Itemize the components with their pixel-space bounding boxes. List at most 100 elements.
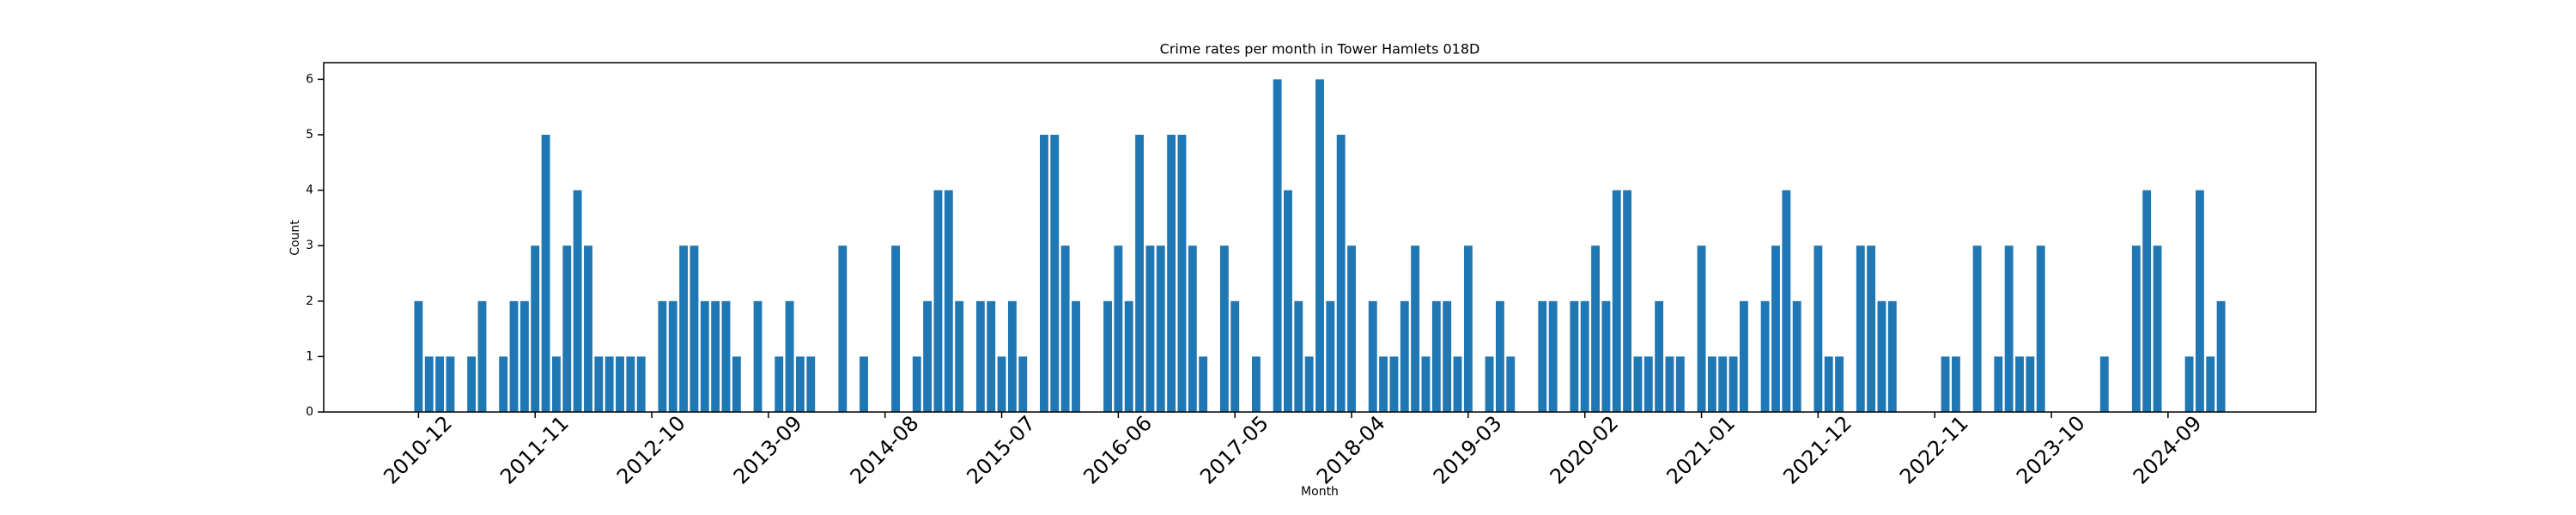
bar	[1379, 356, 1388, 412]
bar	[477, 300, 487, 412]
bar	[1591, 245, 1600, 412]
bar	[2195, 190, 2204, 413]
bar	[2099, 356, 2109, 412]
x-tick-label: 2020-02	[1546, 411, 1624, 489]
bar	[1304, 356, 1314, 412]
x-tick-label: 2019-03	[1429, 411, 1507, 489]
y-axis-label: Count	[289, 220, 302, 256]
bar	[1124, 300, 1133, 412]
bar	[690, 245, 699, 412]
bar	[1675, 356, 1685, 412]
bar	[795, 356, 805, 412]
y-tick-label: 6	[306, 72, 313, 86]
bar	[1315, 79, 1324, 412]
bar	[467, 356, 477, 412]
bar	[1972, 245, 1982, 412]
bar	[1506, 356, 1516, 412]
y-tick-label: 3	[306, 239, 313, 252]
bar	[2206, 356, 2215, 412]
bar	[1177, 134, 1187, 412]
bar	[1718, 356, 1728, 412]
bar	[891, 245, 901, 412]
bar	[955, 300, 964, 412]
bar	[1856, 245, 1865, 412]
bar	[1273, 79, 1282, 412]
bar	[1347, 245, 1356, 412]
bar	[775, 356, 784, 412]
bar	[1782, 190, 1791, 413]
bar	[1601, 300, 1611, 412]
bar	[1114, 245, 1123, 412]
bar	[912, 356, 921, 412]
bar	[1326, 300, 1335, 412]
bar	[1219, 245, 1229, 412]
bar	[562, 245, 572, 412]
bar	[2015, 356, 2024, 412]
bar	[1389, 356, 1399, 412]
bar	[860, 356, 868, 412]
bar	[616, 356, 624, 412]
x-tick-label: 2022-11	[1895, 411, 1973, 489]
bar	[1538, 300, 1547, 412]
bar	[1453, 356, 1462, 412]
bar	[1760, 300, 1770, 412]
bar	[435, 356, 445, 412]
bar	[1040, 134, 1048, 412]
x-tick-label: 2010-12	[379, 411, 457, 489]
y-tick-label: 2	[306, 294, 313, 308]
bar	[1368, 300, 1377, 412]
bar	[1655, 300, 1664, 412]
bar	[1188, 245, 1197, 412]
bar	[1060, 245, 1070, 412]
bar	[1633, 356, 1643, 412]
bar	[1135, 134, 1145, 412]
bar	[923, 300, 933, 412]
bar	[573, 190, 582, 413]
bar	[1887, 300, 1897, 412]
bar	[1877, 300, 1886, 412]
bar	[1007, 300, 1017, 412]
bar	[1018, 356, 1028, 412]
bar	[424, 356, 434, 412]
bar	[1400, 300, 1409, 412]
x-tick-label: 2017-05	[1195, 411, 1273, 489]
bar	[1443, 300, 1452, 412]
bar	[1199, 356, 1208, 412]
bar	[1697, 245, 1706, 412]
bar	[1167, 134, 1176, 412]
bar	[2153, 245, 2162, 412]
bar	[2036, 245, 2045, 412]
bar	[700, 300, 709, 412]
bar	[1050, 134, 1060, 412]
bar	[1835, 356, 1844, 412]
bar	[531, 245, 540, 412]
bar	[499, 356, 508, 412]
bar	[2026, 356, 2035, 412]
bar	[1728, 356, 1738, 412]
bar	[658, 300, 667, 412]
bar	[1145, 245, 1155, 412]
bar	[2131, 245, 2141, 412]
bar	[446, 356, 455, 412]
bar	[838, 245, 848, 412]
bar	[1548, 300, 1558, 412]
bar	[1643, 356, 1653, 412]
bar	[711, 300, 720, 412]
bar	[1485, 356, 1494, 412]
bar	[997, 356, 1006, 412]
y-tick-label: 4	[306, 184, 313, 197]
bar	[1570, 300, 1579, 412]
bar	[1580, 300, 1589, 412]
bar	[509, 300, 519, 412]
x-tick-label: 2023-10	[2012, 411, 2090, 489]
bar	[1284, 190, 1292, 413]
bar	[636, 356, 646, 412]
bar	[2216, 300, 2226, 412]
y-tick-label: 5	[306, 128, 313, 142]
bar	[753, 300, 762, 412]
bar	[541, 134, 550, 412]
bar	[668, 300, 677, 412]
bar	[732, 356, 741, 412]
bar	[1336, 134, 1346, 412]
bar	[1156, 245, 1165, 412]
